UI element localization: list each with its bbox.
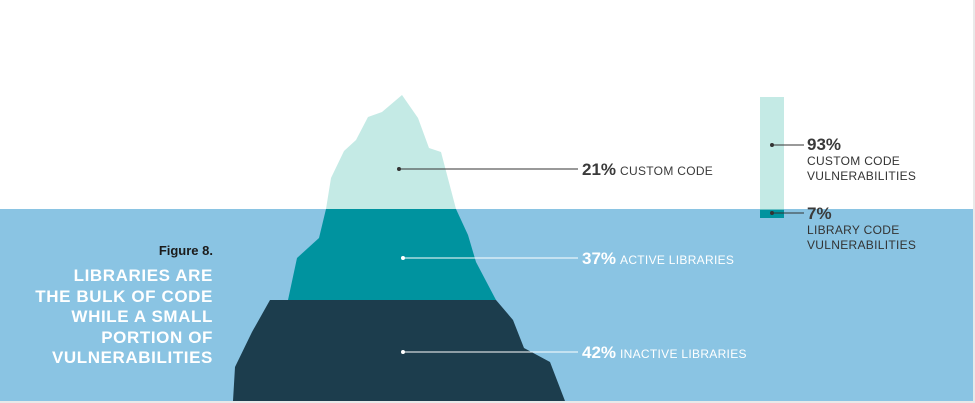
- inactive-libraries-label: 42% INACTIVE LIBRARIES: [582, 343, 747, 363]
- iceberg-custom-code: [326, 95, 456, 209]
- frame-edge: [0, 401, 975, 403]
- active-libraries-leader-dot: [401, 256, 405, 260]
- active-libraries-percent: 37%: [582, 249, 617, 268]
- custom-vuln-text-line: VULNERABILITIES: [807, 169, 917, 183]
- iceberg-inactive-libraries: [233, 300, 565, 401]
- figure-title-line: THE BULK OF CODE: [35, 286, 213, 306]
- inactive-libraries-text: INACTIVE LIBRARIES: [620, 347, 747, 361]
- active-libraries-label: 37% ACTIVE LIBRARIES: [582, 249, 734, 269]
- library-vuln-text-line: VULNERABILITIES: [807, 238, 917, 252]
- inactive-libraries-percent: 42%: [582, 343, 617, 362]
- custom-vuln-leader-dot: [770, 143, 774, 147]
- custom-vuln-label: 93% CUSTOM CODE VULNERABILITIES: [807, 135, 916, 184]
- figure-caption: Figure 8. LIBRARIES ARE THE BULK OF CODE…: [35, 243, 213, 369]
- figure-title: LIBRARIES ARE THE BULK OF CODE WHILE A S…: [35, 266, 213, 369]
- custom-code-text: CUSTOM CODE: [620, 164, 714, 178]
- bar-custom-code-vulnerabilities: [760, 97, 784, 210]
- library-vuln-leader-dot: [770, 211, 774, 215]
- custom-code-percent: 21%: [582, 160, 617, 179]
- figure-title-line: VULNERABILITIES: [51, 348, 213, 367]
- custom-vuln-text-line: CUSTOM CODE: [807, 154, 901, 168]
- figure-title-line: LIBRARIES ARE: [73, 266, 213, 285]
- frame-edge: [973, 0, 975, 403]
- library-vuln-text-line: LIBRARY CODE: [807, 223, 900, 237]
- library-vuln-percent: 7%: [807, 204, 832, 223]
- iceberg-active-libraries: [288, 209, 496, 300]
- custom-code-label: 21% CUSTOM CODE: [582, 160, 713, 180]
- library-vuln-label: 7% LIBRARY CODE VULNERABILITIES: [807, 204, 916, 253]
- figure-title-line: WHILE A SMALL: [71, 307, 213, 326]
- figure-label: Figure 8.: [158, 243, 213, 258]
- active-libraries-text: ACTIVE LIBRARIES: [620, 253, 735, 267]
- custom-code-leader-dot: [397, 167, 401, 171]
- custom-vuln-percent: 93%: [807, 135, 842, 154]
- inactive-libraries-leader-dot: [401, 350, 405, 354]
- figure-title-line: PORTION OF: [101, 327, 213, 347]
